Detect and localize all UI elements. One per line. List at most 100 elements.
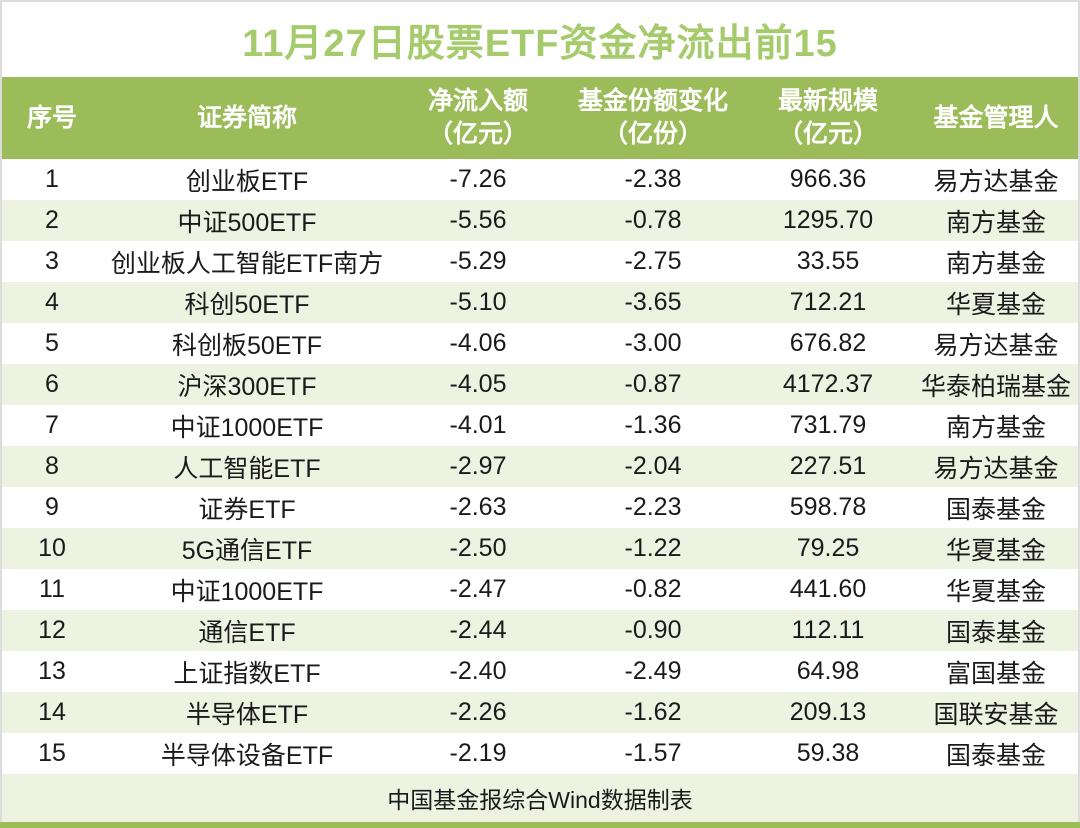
cell-net-inflow: -2.40 [449,657,507,685]
table-row: 2 中证500ETF -5.56 -0.78 1295.70 南方基金 [2,200,1078,241]
cell-fund-manager: 国泰基金 [945,495,1046,524]
col-header-fund-manager: 基金管理人 [914,77,1078,159]
cell-fund-manager: 华夏基金 [945,577,1046,606]
source-note: 中国基金报综合Wind数据制表 [387,787,693,813]
col-header-security-name-label: 证券简称 [196,103,297,132]
cell-latest-scale: 4172.37 [782,370,874,398]
cell-latest-scale: 731.79 [789,411,867,439]
cell-security-name: 半导体设备ETF [160,741,334,770]
cell-security-name: 中证500ETF [177,208,317,237]
table-row: 14 半导体ETF -2.26 -1.62 209.13 国联安基金 [2,692,1078,733]
cell-latest-scale: 676.82 [789,329,867,357]
cell-net-inflow: -2.50 [449,534,507,562]
cell-security-name: 沪深300ETF [177,372,317,401]
cell-net-inflow: -5.10 [449,288,507,316]
cell-share-change: -2.23 [624,493,682,521]
cell-share-change: -0.82 [624,575,682,603]
col-header-latest-scale: 最新规模 （亿元） [742,77,914,159]
page-title: 11月27日股票ETF资金净流出前15 [242,23,838,65]
cell-fund-manager: 华夏基金 [945,536,1046,565]
cell-net-inflow: -4.06 [449,329,507,357]
cell-latest-scale: 64.98 [796,657,860,685]
cell-security-name: 5G通信ETF [181,536,313,565]
cell-net-inflow: -7.26 [449,165,507,193]
table-row: 4 科创50ETF -5.10 -3.65 712.21 华夏基金 [2,282,1078,323]
bottom-accent-bar [0,822,1080,828]
cell-share-change: -2.04 [624,452,682,480]
cell-latest-scale: 1295.70 [782,206,874,234]
cell-latest-scale: 598.78 [789,493,867,521]
cell-rank: 6 [45,370,59,398]
cell-security-name: 上证指数ETF [173,659,321,688]
table-row: 8 人工智能ETF -2.97 -2.04 227.51 易方达基金 [2,446,1078,487]
col-header-share-change-unit: （亿份） [602,120,703,148]
cell-net-inflow: -2.19 [449,739,507,767]
cell-share-change: -1.36 [624,411,682,439]
col-header-share-change-label: 基金份额变化 [577,87,728,115]
cell-rank: 8 [45,452,59,480]
cell-security-name: 创业板人工智能ETF南方 [110,249,384,278]
cell-rank: 4 [45,288,59,316]
cell-share-change: -0.87 [624,370,682,398]
cell-rank: 1 [45,165,59,193]
cell-net-inflow: -4.01 [449,411,507,439]
col-header-security-name: 证券简称 [102,77,392,159]
table-header: 序号 证券简称 净流入额 （亿元） 基金份额变化 （亿份） 最新规模 [2,77,1078,159]
cell-share-change: -2.75 [624,247,682,275]
cell-fund-manager: 华夏基金 [945,290,1046,319]
footer-row: 中国基金报综合Wind数据制表 [2,774,1078,822]
cell-rank: 9 [45,493,59,521]
table-body: 1 创业板ETF -7.26 -2.38 966.36 易方达基金 2 中证500ETF -5.… [2,159,1078,774]
cell-fund-manager: 易方达基金 [933,331,1059,360]
cell-net-inflow: -5.56 [449,206,507,234]
table-row: 11 中证1000ETF -2.47 -0.82 441.60 华夏基金 [2,569,1078,610]
cell-latest-scale: 966.36 [789,165,867,193]
cell-fund-manager: 南方基金 [945,413,1046,442]
cell-fund-manager: 富国基金 [945,659,1046,688]
cell-latest-scale: 441.60 [789,575,867,603]
table-row: 10 5G通信ETF -2.50 -1.22 79.25 华夏基金 [2,528,1078,569]
cell-latest-scale: 209.13 [789,698,867,726]
cell-fund-manager: 易方达基金 [933,454,1059,483]
col-header-net-inflow: 净流入额 （亿元） [392,77,564,159]
table-row: 6 沪深300ETF -4.05 -0.87 4172.37 华泰柏瑞基金 [2,364,1078,405]
cell-rank: 5 [45,329,59,357]
cell-net-inflow: -2.47 [449,575,507,603]
cell-fund-manager: 国泰基金 [945,741,1046,770]
table-row: 9 证券ETF -2.63 -2.23 598.78 国泰基金 [2,487,1078,528]
cell-security-name: 创业板ETF [185,167,309,196]
cell-share-change: -1.22 [624,534,682,562]
cell-net-inflow: -2.26 [449,698,507,726]
cell-security-name: 人工智能ETF [173,454,321,483]
col-header-latest-scale-label: 最新规模 [777,87,878,115]
cell-rank: 12 [38,616,66,644]
col-header-fund-manager-label: 基金管理人 [933,103,1059,132]
col-header-rank-label: 序号 [26,103,77,132]
cell-latest-scale: 59.38 [796,739,860,767]
cell-latest-scale: 33.55 [796,247,860,275]
col-header-latest-scale-unit: （亿元） [777,120,878,148]
table-row: 13 上证指数ETF -2.40 -2.49 64.98 富国基金 [2,651,1078,692]
etf-outflow-table: 序号 证券简称 净流入额 （亿元） 基金份额变化 （亿份） 最新规模 [2,77,1078,774]
col-header-rank: 序号 [2,77,102,159]
cell-share-change: -2.38 [624,165,682,193]
cell-rank: 2 [45,206,59,234]
cell-net-inflow: -5.29 [449,247,507,275]
col-header-net-inflow-label: 净流入额 [427,87,528,115]
cell-rank: 13 [38,657,66,685]
cell-rank: 7 [45,411,59,439]
cell-security-name: 半导体ETF [185,700,309,729]
title-bar: 11月27日股票ETF资金净流出前15 [2,2,1078,77]
cell-share-change: -0.78 [624,206,682,234]
table-row: 5 科创板50ETF -4.06 -3.00 676.82 易方达基金 [2,323,1078,364]
table-row: 3 创业板人工智能ETF南方 -5.29 -2.75 33.55 南方基金 [2,241,1078,282]
cell-share-change: -3.00 [624,329,682,357]
cell-security-name: 通信ETF [198,618,296,647]
cell-security-name: 科创板50ETF [171,331,323,360]
cell-share-change: -3.65 [624,288,682,316]
cell-fund-manager: 国泰基金 [945,618,1046,647]
cell-rank: 15 [38,739,66,767]
cell-security-name: 中证1000ETF [170,413,324,442]
cell-fund-manager: 易方达基金 [933,167,1059,196]
